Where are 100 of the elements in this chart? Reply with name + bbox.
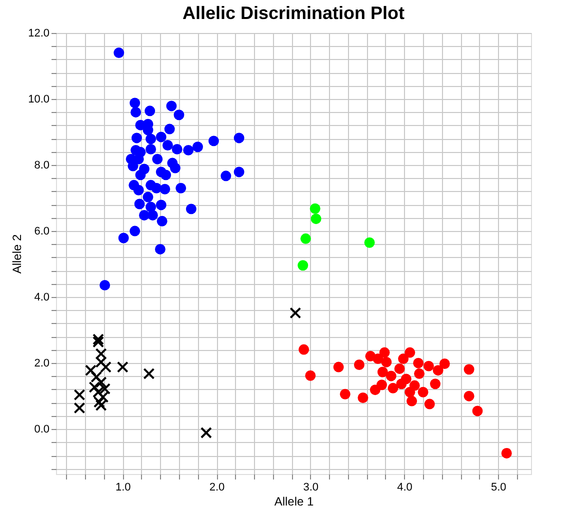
point	[430, 378, 440, 390]
point	[300, 233, 311, 244]
point	[439, 358, 450, 369]
point	[142, 192, 154, 202]
point	[114, 48, 124, 58]
point	[220, 170, 232, 182]
point	[92, 334, 104, 346]
point	[423, 360, 434, 372]
point	[310, 214, 322, 224]
point	[95, 400, 107, 412]
point	[174, 110, 184, 120]
x-tick-label: 1.0	[116, 482, 131, 494]
point	[92, 386, 104, 398]
point	[464, 364, 474, 375]
point	[116, 361, 128, 373]
chart-title: Allelic Discrimination Plot	[182, 3, 405, 23]
point	[234, 132, 244, 144]
point	[160, 184, 170, 194]
point	[95, 348, 107, 360]
point	[146, 202, 156, 212]
point	[358, 392, 368, 403]
point	[372, 354, 384, 364]
point	[377, 366, 388, 378]
point	[208, 136, 219, 146]
point	[398, 354, 409, 364]
point	[164, 124, 175, 134]
point	[379, 347, 390, 358]
point	[354, 360, 364, 370]
point	[84, 364, 96, 376]
x-tick-label: 4.0	[397, 482, 412, 494]
point	[388, 382, 398, 394]
point	[146, 144, 156, 154]
point	[130, 98, 140, 108]
point	[424, 398, 435, 410]
point	[92, 336, 104, 348]
point	[200, 426, 212, 438]
point	[192, 142, 203, 152]
point	[305, 370, 316, 381]
point	[413, 358, 424, 368]
point	[95, 356, 107, 368]
point	[93, 396, 105, 408]
x-tick-label: 5.0	[490, 482, 506, 494]
point	[340, 388, 350, 400]
point	[156, 216, 168, 226]
point	[152, 154, 163, 164]
point	[186, 204, 196, 214]
point	[135, 170, 146, 180]
point	[386, 370, 396, 382]
point	[464, 390, 474, 402]
point	[298, 344, 310, 355]
point	[183, 144, 194, 156]
point	[234, 166, 244, 178]
point	[146, 134, 156, 144]
point	[131, 132, 142, 144]
point	[130, 226, 140, 236]
y-tick-label: 10.0	[28, 94, 50, 106]
point	[90, 371, 102, 383]
point	[162, 140, 173, 150]
point	[144, 106, 156, 116]
y-tick-label: 8.0	[34, 160, 50, 172]
point	[95, 376, 107, 388]
point	[176, 182, 186, 194]
point	[134, 198, 145, 210]
y-tick-label: 6.0	[34, 226, 50, 238]
point	[133, 184, 144, 196]
point	[364, 237, 375, 248]
point	[143, 368, 155, 380]
point	[160, 170, 172, 180]
point	[501, 448, 512, 458]
point	[156, 200, 166, 210]
point	[97, 391, 109, 403]
point	[74, 389, 86, 401]
point	[118, 232, 129, 244]
point	[414, 368, 425, 379]
x-axis-title: Allele 1	[274, 494, 314, 508]
y-tick-label: 2.0	[34, 358, 50, 370]
point	[290, 307, 302, 319]
point	[74, 402, 86, 414]
point	[100, 280, 110, 290]
point	[333, 362, 344, 372]
point	[170, 162, 180, 174]
point	[172, 144, 182, 154]
point	[409, 380, 420, 391]
y-tick-label: 0.0	[34, 424, 50, 436]
point	[418, 386, 428, 398]
point	[154, 244, 166, 254]
point	[472, 406, 483, 416]
y-tick-label: 12.0	[28, 28, 50, 40]
point	[381, 356, 392, 368]
point	[133, 154, 144, 164]
point	[432, 365, 444, 376]
point	[166, 100, 177, 112]
point	[147, 210, 158, 220]
x-tick-label: 3.0	[303, 482, 319, 494]
point	[100, 361, 112, 373]
point	[130, 106, 142, 118]
point	[394, 363, 405, 374]
y-axis-title: Allele 2	[10, 234, 24, 274]
point	[376, 380, 387, 390]
point	[404, 347, 416, 358]
